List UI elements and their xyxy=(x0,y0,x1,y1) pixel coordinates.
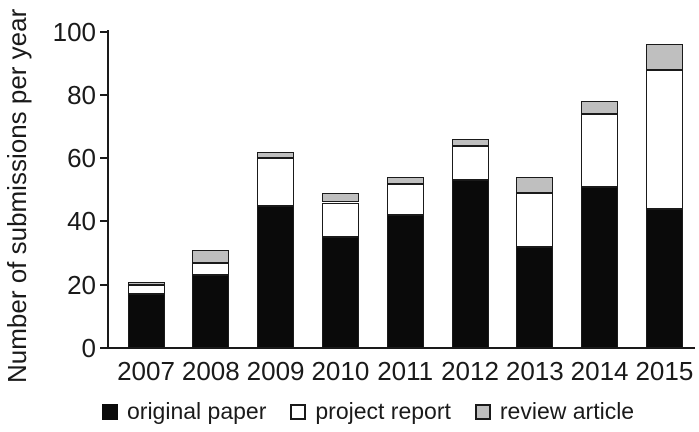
y-tick-label-80: 80 xyxy=(67,79,96,110)
bar-2013-project-report xyxy=(516,193,554,247)
bar-2011-project-report xyxy=(386,183,424,216)
y-tick-label-100: 100 xyxy=(52,16,96,47)
bar-2012-review-article xyxy=(451,139,489,146)
bar-2010-project-report xyxy=(321,202,359,238)
x-tick-label-2009: 2009 xyxy=(246,356,305,386)
bar-2007-project-report xyxy=(127,284,165,295)
bar-2015-project-report xyxy=(645,69,683,209)
y-tick-label-0: 0 xyxy=(81,333,96,363)
x-tick-label-2007: 2007 xyxy=(117,356,175,386)
y-tick-mark-0 xyxy=(100,347,108,349)
bar-2007-original-paper xyxy=(127,294,165,348)
bar-2014-review-article xyxy=(581,101,619,114)
bar-2009-review-article xyxy=(257,151,295,159)
bar-2011-review-article xyxy=(386,177,424,184)
bar-2015-review-article xyxy=(645,44,683,70)
legend-swatch-icon xyxy=(102,403,118,420)
x-tick-label-2012: 2012 xyxy=(441,356,499,386)
bar-2014-project-report xyxy=(581,113,619,187)
bar-2012-original-paper xyxy=(451,180,489,348)
bar-2008-original-paper xyxy=(192,275,230,348)
legend-label: project report xyxy=(315,398,451,424)
y-tick-mark-40 xyxy=(100,220,108,223)
x-tick-label-2011: 2011 xyxy=(377,356,434,386)
y-tick-mark-100 xyxy=(100,30,108,33)
bar-2010-original-paper xyxy=(321,237,359,348)
y-tick-mark-20 xyxy=(100,283,108,286)
bar-2008-project-report xyxy=(192,262,230,276)
legend-swatch-icon xyxy=(474,403,491,420)
legend-label: original paper xyxy=(127,398,267,424)
bar-2013-original-paper xyxy=(516,246,554,348)
bar-2012-project-report xyxy=(451,145,489,181)
bar-2009-project-report xyxy=(257,158,295,206)
bar-2013-review-article xyxy=(516,177,554,193)
x-tick-label-2014: 2014 xyxy=(570,356,629,386)
legend-item-original-paper: original paper xyxy=(102,398,266,425)
bar-2015-original-paper xyxy=(645,208,683,348)
y-axis-line xyxy=(107,30,109,349)
legend-label: review article xyxy=(499,398,635,424)
bar-2008-review-article xyxy=(192,249,230,263)
legend-swatch-icon xyxy=(290,403,307,420)
x-tick-label-2013: 2013 xyxy=(505,356,564,386)
x-tick-label-2015: 2015 xyxy=(635,356,694,386)
legend: original paper project report review artic… xyxy=(102,398,634,425)
x-tick-label-2010: 2010 xyxy=(311,356,370,386)
y-axis-title: Number of submissions per year xyxy=(2,8,32,383)
bar-2009-original-paper xyxy=(257,205,295,348)
x-axis-line xyxy=(107,347,695,349)
y-tick-label-60: 60 xyxy=(67,143,96,174)
legend-item-review-article: review article xyxy=(474,398,635,425)
legend-item-project-report: project report xyxy=(290,398,451,425)
y-tick-mark-80 xyxy=(100,93,108,96)
y-tick-label-40: 40 xyxy=(67,206,96,237)
bar-2007-review-article xyxy=(127,281,165,285)
x-tick-label-2008: 2008 xyxy=(181,356,240,386)
bar-2010-review-article xyxy=(321,193,359,203)
y-tick-label-20: 20 xyxy=(67,269,96,300)
bar-2011-original-paper xyxy=(386,215,424,348)
bar-2014-original-paper xyxy=(581,186,619,348)
y-tick-mark-60 xyxy=(100,157,108,160)
